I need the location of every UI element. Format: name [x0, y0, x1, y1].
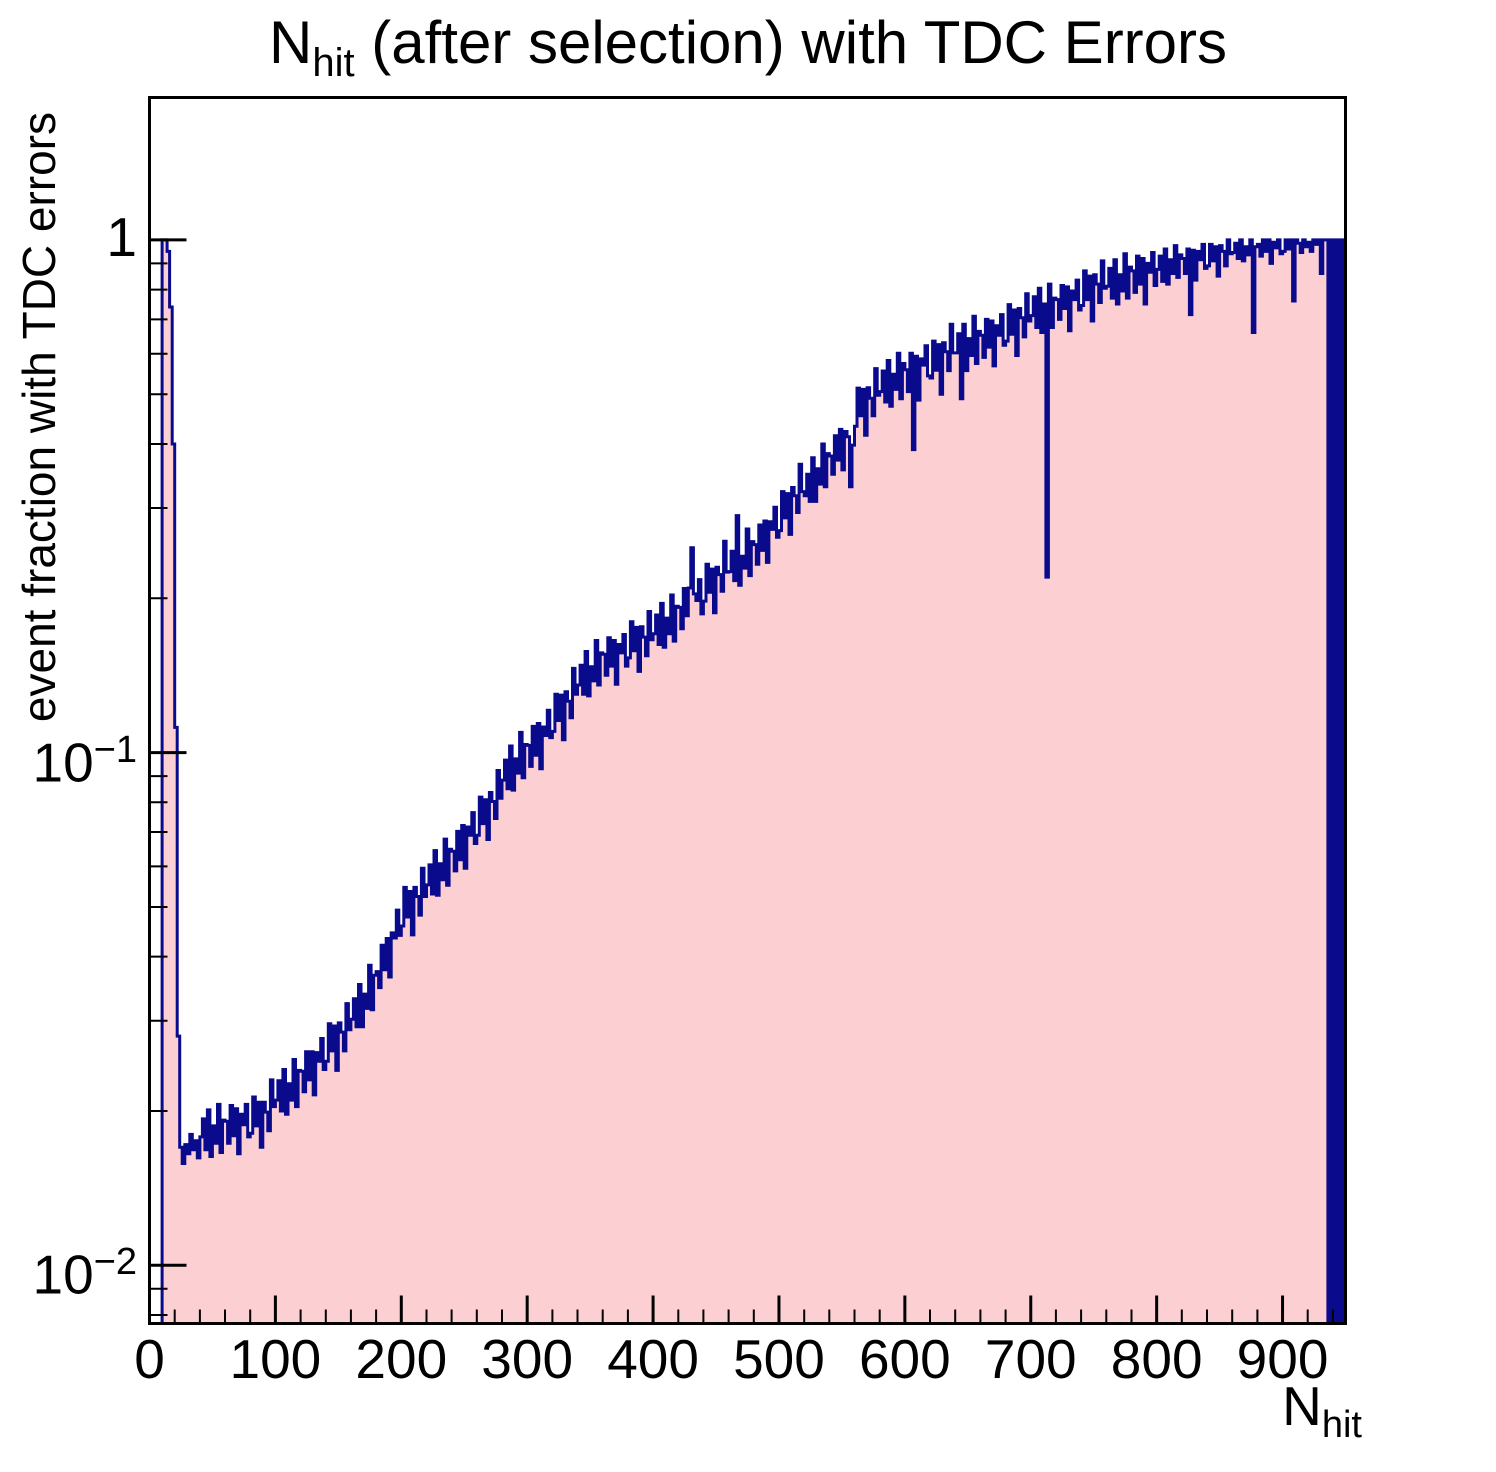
x-tick-label: 0: [134, 1328, 165, 1390]
y-axis-title: event fraction with TDC errors: [13, 111, 65, 723]
x-tick-label: 800: [1110, 1328, 1203, 1390]
x-tick-label: 900: [1236, 1328, 1329, 1390]
plot-title-suffix: (after selection) with TDC Errors: [354, 9, 1228, 76]
y-tick-label-exponent: −1: [93, 728, 137, 771]
plot-title-prefix: N: [268, 9, 313, 76]
y-tick-label-base: 10: [32, 1243, 94, 1306]
plot-frame: [148, 96, 1347, 1325]
y-tick-label-base: 10: [32, 730, 94, 793]
x-tick-label: 400: [607, 1328, 699, 1390]
histogram-outline: [149, 238, 1346, 1324]
x-tick-label: 100: [229, 1328, 322, 1390]
histogram-fill: [149, 239, 1346, 1324]
x-axis-title: Nhit: [1282, 1375, 1362, 1446]
y-tick-label: 10−2: [0, 1233, 137, 1303]
x-axis-title-prefix: N: [1282, 1375, 1322, 1437]
y-tick-label: 10−1: [0, 721, 137, 791]
plot-title-subscript: hit: [312, 41, 355, 85]
x-tick-label: 500: [733, 1328, 825, 1390]
x-tick-label: 600: [858, 1328, 951, 1390]
plot-title: Nhit (after selection) with TDC Errors: [0, 10, 1496, 96]
y-tick-label-base: 1: [106, 205, 137, 268]
x-tick-label: 700: [984, 1328, 1077, 1390]
x-tick-label: 200: [355, 1328, 448, 1390]
y-tick-label-exponent: −2: [93, 1241, 137, 1284]
y-tick-label: 1: [0, 208, 137, 266]
x-tick-label: 300: [481, 1328, 574, 1390]
x-axis-title-subscript: hit: [1321, 1404, 1362, 1446]
